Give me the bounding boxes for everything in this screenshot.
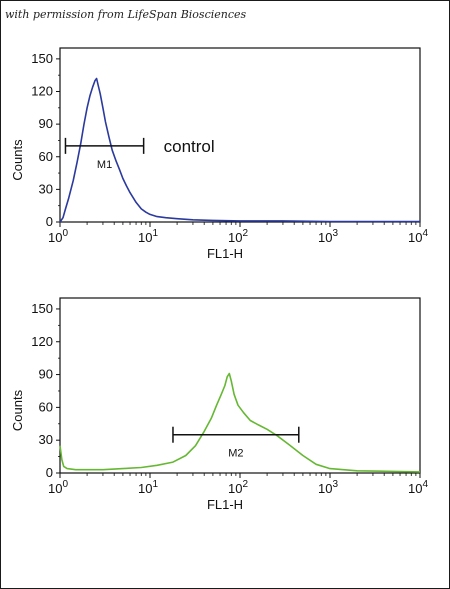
plot-frame (59, 47, 421, 223)
y-tick-label: 0 (46, 465, 53, 480)
y-tick-label: 30 (39, 432, 53, 447)
histogram-series-1 (59, 372, 421, 473)
x-tick-label: 102 (228, 228, 248, 245)
control-annotation: control (164, 137, 215, 156)
gate-label: M1 (97, 159, 112, 171)
y-axis-title: Counts (10, 389, 25, 431)
x-tick-label: 104 (408, 479, 428, 496)
histogram-series-1 (59, 77, 420, 223)
y-tick-label: 60 (39, 399, 53, 414)
x-tick-label: 100 (48, 228, 68, 245)
x-tick-label: 104 (408, 228, 428, 245)
x-tick-label: 103 (318, 479, 338, 496)
histogram-panel-2: 0 30 60 90 120 150 100 101 102 103 104 FL1-H Counts M… (10, 297, 428, 512)
x-tick-label: 101 (138, 479, 158, 496)
y-tick-label: 150 (31, 51, 53, 66)
x-tick-label: 101 (138, 228, 158, 245)
x-tick-label: 103 (318, 228, 338, 245)
y-axis-title: Counts (10, 139, 25, 181)
y-tick-label: 0 (46, 214, 53, 229)
y-tick-label: 90 (39, 367, 53, 382)
y-tick-label: 60 (39, 149, 53, 164)
y-tick-label: 90 (39, 116, 53, 131)
x-tick-label: 100 (48, 479, 68, 496)
gate-label: M2 (228, 448, 243, 460)
y-tick-label: 30 (39, 181, 53, 196)
y-tick-label: 150 (31, 301, 53, 316)
y-tick-label: 120 (31, 334, 53, 349)
x-axis-title: FL1-H (207, 497, 243, 512)
histogram-panel-1: 0 30 60 90 120 150 100 101 102 103 104 FL1-H Counts M… (10, 47, 428, 261)
x-axis-title: FL1-H (207, 246, 243, 261)
x-tick-label: 102 (228, 479, 248, 496)
credit-text: with permission from LifeSpan Bioscience… (5, 8, 247, 21)
y-tick-label: 120 (31, 84, 53, 99)
